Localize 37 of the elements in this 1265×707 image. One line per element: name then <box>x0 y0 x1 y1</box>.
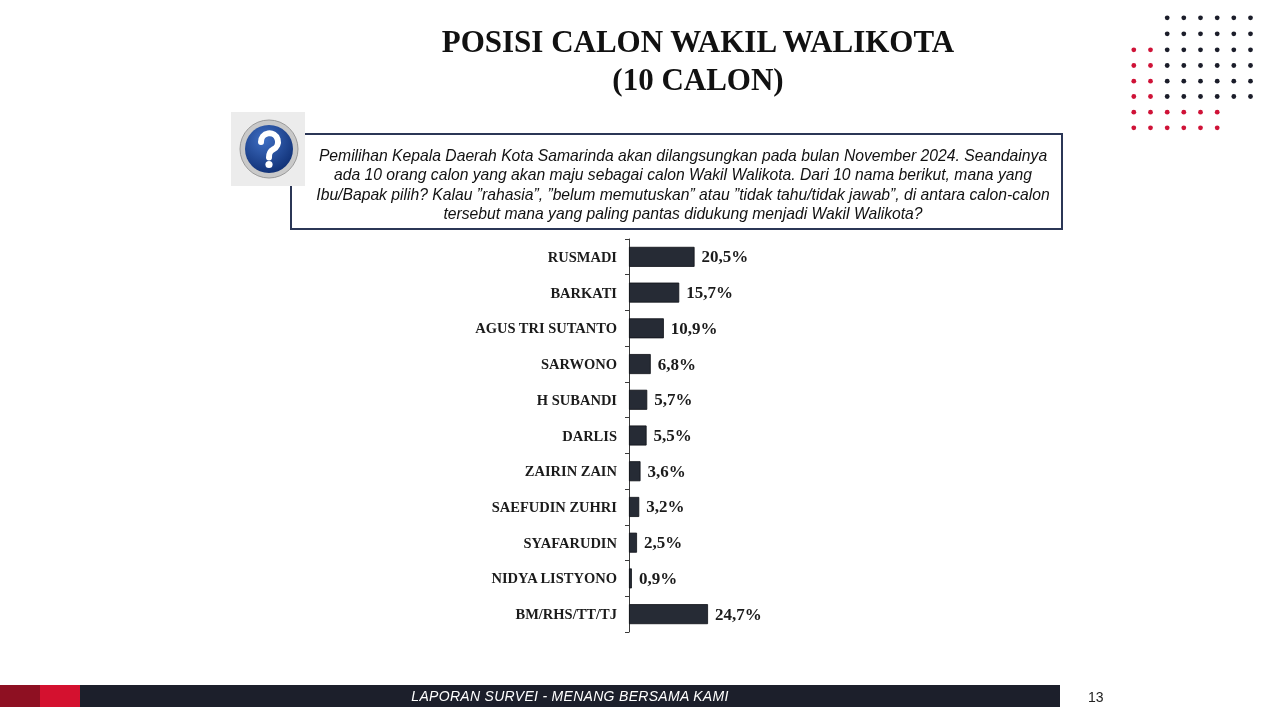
bar <box>629 246 695 267</box>
y-tick-label: H SUBANDI <box>536 391 618 408</box>
y-tick-label: ZAIRIN ZAIN <box>524 463 618 480</box>
data-label: 5,7% <box>654 390 693 410</box>
y-tick-label: BM/RHS/TT/TJ <box>515 606 617 623</box>
bar <box>629 425 647 446</box>
data-label: 20,5% <box>701 247 749 267</box>
bar <box>629 568 632 589</box>
data-label: 10,9% <box>670 318 718 338</box>
data-label: 24,7% <box>715 604 762 624</box>
y-tick-label: RUSMADI <box>547 248 618 265</box>
data-label: 6,8% <box>657 354 696 374</box>
y-tick-label: NIDYA LISTYONO <box>491 570 617 587</box>
text: 13 <box>1088 689 1104 705</box>
y-tick-label: SAEFUDIN ZUHRI <box>491 498 618 515</box>
bar <box>629 532 637 553</box>
bar <box>629 354 651 375</box>
y-tick-label: SARWONO <box>540 356 617 373</box>
bar <box>629 282 680 303</box>
y-tick-label: SYAFARUDIN <box>523 534 618 551</box>
data-label: 3,6% <box>647 461 686 481</box>
data-label: 5,5% <box>653 426 692 445</box>
bar <box>629 318 664 339</box>
data-label: 15,7% <box>686 283 733 303</box>
data-label: 2,5% <box>644 533 683 553</box>
bar <box>629 604 708 625</box>
bar <box>629 389 648 410</box>
bar <box>629 461 641 482</box>
data-label: 0,9% <box>638 568 678 588</box>
y-tick-label: BARKATI <box>550 284 618 301</box>
chart-subtitle: Pemilihan Kepala Daerah Kota Samarinda akan dilangsungkan pada bulan November 2024. Seandainya ada 10 orang calon yang akan maju sebagai calon Wakil Walikota. Dari 10 nama berikut, mana yang Ibu/Bapak pilih? Kalau ”rahasia”, ”belum memutuskan” atau ”tidak tahu/tidak jawab”, di antara calon-calon tersebut mana yang paling pantas didukung menjadi Wakil Walikota? <box>315 146 1051 224</box>
data-label: 3,2% <box>646 497 685 517</box>
text: LAPORAN SURVEI - MENANG BERSAMA KAMI <box>80 687 1060 705</box>
y-tick-label: AGUS TRI SUTANTO <box>475 320 617 337</box>
bar <box>629 496 640 517</box>
y-tick-label: DARLIS <box>562 427 617 444</box>
chart-title: POSISI CALON WAKIL WALIKOTA (10 CALON) <box>440 23 956 99</box>
